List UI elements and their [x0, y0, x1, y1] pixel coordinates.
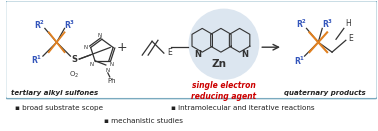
Text: Ph: Ph: [107, 78, 116, 84]
Text: $\mathbf{R^2}$: $\mathbf{R^2}$: [34, 18, 45, 31]
Text: N: N: [106, 68, 110, 73]
Text: N: N: [98, 33, 102, 38]
Text: $\mathbf{R^3}$: $\mathbf{R^3}$: [64, 18, 75, 31]
Text: S: S: [71, 55, 77, 64]
Text: Zn: Zn: [211, 59, 226, 69]
Text: +: +: [116, 41, 127, 54]
Text: ▪ intramolecular and iterative reactions: ▪ intramolecular and iterative reactions: [171, 105, 314, 111]
Circle shape: [189, 9, 259, 80]
Text: N: N: [241, 50, 248, 59]
Text: H: H: [345, 19, 351, 28]
Text: $\mathbf{R^1}$: $\mathbf{R^1}$: [31, 54, 43, 66]
Text: $\mathbf{R^1}$: $\mathbf{R^1}$: [294, 55, 305, 67]
Text: N: N: [84, 45, 88, 50]
Text: $\mathbf{R^2}$: $\mathbf{R^2}$: [296, 17, 307, 30]
Text: tertiary alkyl sulfones: tertiary alkyl sulfones: [11, 90, 98, 96]
Text: quaternary products: quaternary products: [284, 90, 366, 96]
Text: N: N: [110, 62, 114, 67]
Text: N: N: [194, 50, 201, 59]
Text: E: E: [167, 48, 172, 57]
Text: N: N: [90, 62, 94, 67]
Text: ▪ mechanistic studies: ▪ mechanistic studies: [104, 118, 183, 124]
Text: single electron: single electron: [192, 81, 256, 90]
Text: $\mathbf{R^3}$: $\mathbf{R^3}$: [322, 17, 333, 30]
Text: ▪ broad substrate scope: ▪ broad substrate scope: [15, 105, 104, 111]
Text: O$_2$: O$_2$: [69, 70, 79, 80]
FancyBboxPatch shape: [6, 1, 377, 99]
Text: reducing agent: reducing agent: [191, 92, 256, 101]
Text: E: E: [349, 34, 353, 43]
